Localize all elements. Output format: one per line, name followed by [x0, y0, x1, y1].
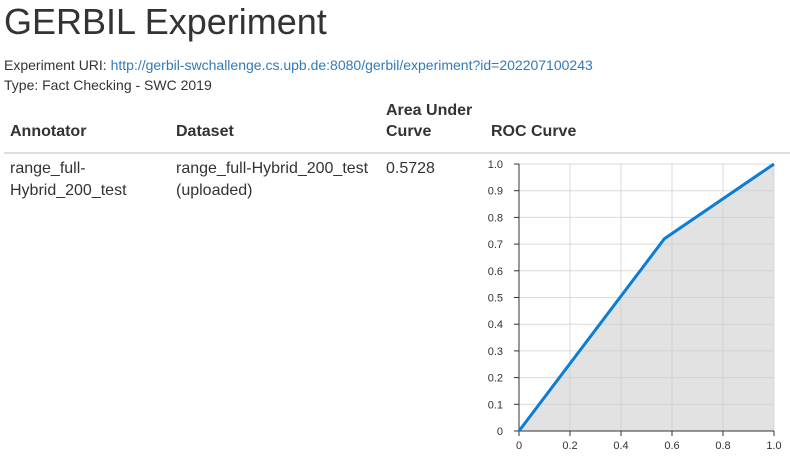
y-tick-label: 0.1: [488, 399, 503, 411]
x-tick-label: 0.4: [613, 440, 628, 452]
experiment-type: Type: Fact Checking - SWC 2019: [4, 77, 212, 93]
results-table: Annotator Dataset Area Under Curve ROC Cu…: [4, 96, 790, 456]
x-tick-label: 1.0: [766, 440, 781, 452]
cell-roc: 0 0.2 0.4 0.6 0.8 1.0 0 0.1 0.2 0.3 0.4 0.5 0.6 0.7 0.…: [485, 153, 790, 456]
x-tick-label: 0.8: [715, 440, 730, 452]
cell-annotator: range_full- Hybrid_200_test: [4, 153, 170, 456]
y-tick-label: 0.8: [488, 212, 503, 224]
table-header-row: Annotator Dataset Area Under Curve ROC Cu…: [4, 96, 790, 154]
y-tick-label: 0.3: [488, 346, 503, 358]
experiment-uri: Experiment URI: http://gerbil-swchalleng…: [4, 56, 593, 74]
dataset-line2: (uploaded): [176, 182, 253, 199]
annotator-line2: Hybrid_200_test: [10, 182, 127, 199]
roc-chart: 0 0.2 0.4 0.6 0.8 1.0 0 0.1 0.2 0.3 0.4 0.5 0.6 0.7 0.…: [488, 159, 782, 452]
y-tick-label: 0: [497, 426, 503, 438]
experiment-uri-label: Experiment URI:: [4, 57, 111, 73]
header-roc: ROC Curve: [485, 96, 790, 154]
y-tick-label: 0.7: [488, 239, 503, 251]
experiment-uri-link[interactable]: http://gerbil-swchallenge.cs.upb.de:8080…: [110, 57, 593, 73]
y-tick-label: 0.9: [488, 186, 503, 198]
cell-dataset: range_full-Hybrid_200_test (uploaded): [170, 153, 380, 456]
header-auc: Area Under Curve: [380, 96, 485, 154]
x-tick-label: 0.2: [562, 440, 577, 452]
y-tick-label: 0.4: [488, 319, 503, 331]
dataset-line1: range_full-Hybrid_200_test: [176, 160, 369, 177]
header-dataset: Dataset: [170, 96, 380, 154]
header-annotator: Annotator: [4, 96, 170, 154]
x-tick-label: 0: [516, 440, 522, 452]
y-tick-label: 0.2: [488, 373, 503, 385]
header-auc-line1: Area Under: [386, 102, 473, 119]
y-tick-label: 1.0: [488, 159, 503, 171]
annotator-line1: range_full-: [10, 160, 86, 177]
header-auc-line2: Curve: [386, 123, 432, 140]
cell-auc: 0.5728: [386, 160, 435, 177]
x-tick-label: 0.6: [664, 440, 679, 452]
y-tick-label: 0.5: [488, 293, 503, 305]
y-tick-label: 0.6: [488, 266, 503, 278]
roc-curve-line: [517, 162, 775, 432]
page-title: GERBIL Experiment: [4, 1, 327, 42]
table-row: range_full- Hybrid_200_test range_full-Hy…: [4, 153, 790, 456]
